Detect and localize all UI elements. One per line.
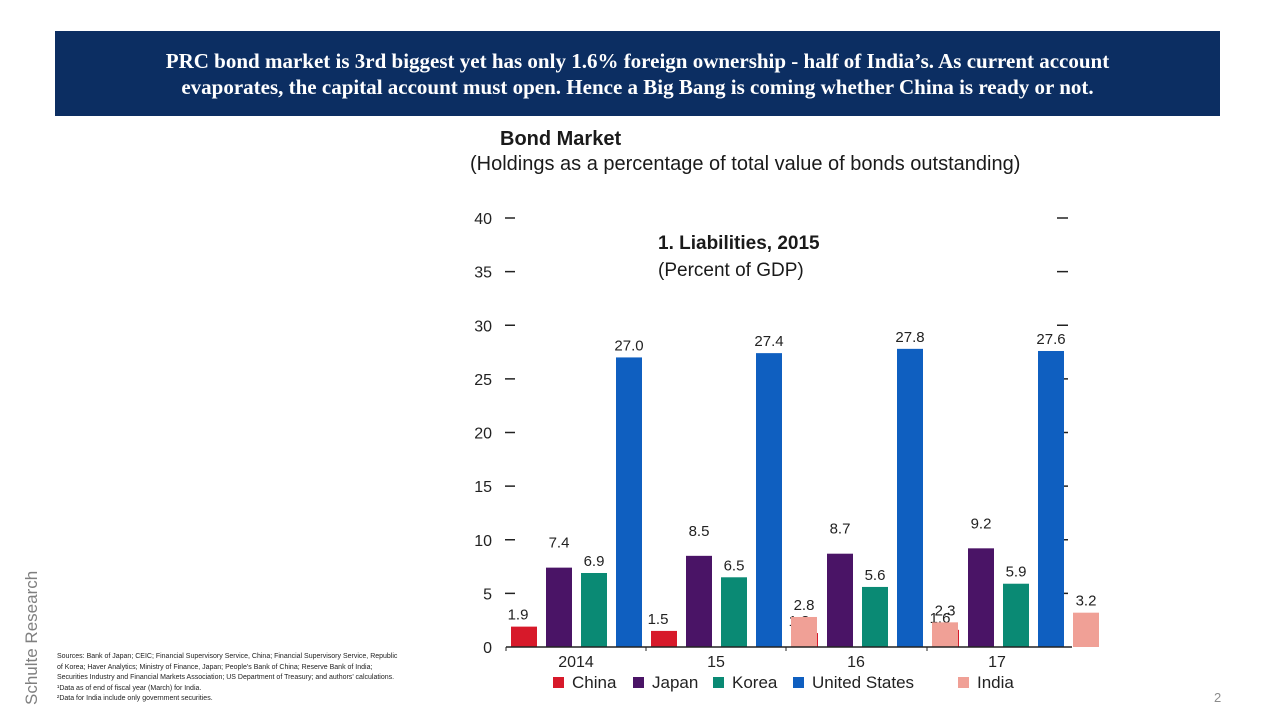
bar [546, 567, 572, 647]
sources-footnote: Sources: Bank of Japan; CEIC; Financial … [57, 652, 437, 705]
x-tick-label: 17 [988, 654, 1006, 671]
legend-swatch [553, 677, 564, 688]
bar [511, 626, 537, 647]
legend-swatch [793, 677, 804, 688]
data-label: 1.5 [648, 611, 669, 628]
headline-line-2: evaporates, the capital account must ope… [181, 74, 1094, 99]
data-label: 5.9 [1006, 564, 1027, 581]
data-label: 27.6 [1036, 331, 1065, 348]
bar [616, 357, 642, 647]
y-tick-label: 15 [474, 479, 492, 496]
bar [1073, 612, 1099, 647]
data-label: 2.8 [794, 597, 815, 614]
data-label: 3.2 [1076, 593, 1097, 610]
data-label: 8.7 [830, 521, 851, 538]
y-tick-label: 20 [474, 426, 492, 443]
data-label: 6.5 [724, 557, 745, 574]
headline-line-1: PRC bond market is 3rd biggest yet has o… [165, 48, 1110, 73]
bar [862, 586, 888, 647]
data-label: 1.9 [508, 607, 529, 624]
y-tick-label: 30 [474, 318, 492, 335]
bar [756, 353, 782, 647]
legend-label: Korea [732, 673, 778, 692]
page-number: 2 [1214, 690, 1222, 705]
footnote-line: ²Data for India include only government … [57, 695, 213, 702]
y-tick-label: 0 [483, 640, 492, 657]
bar [791, 616, 817, 647]
x-tick-label: 15 [707, 654, 725, 671]
chart-title: Bond Market [500, 128, 622, 150]
headline-banner: PRC bond market is 3rd biggest yet has o… [55, 31, 1220, 116]
brand-side-label: Schulte Research [22, 570, 41, 705]
bar [721, 577, 747, 647]
panel-title: 1. Liabilities, 2015 [658, 233, 820, 254]
x-tick-label: 16 [847, 654, 865, 671]
data-label: 9.2 [971, 515, 992, 532]
sources-line: Securities Industry and Financial Market… [57, 674, 395, 681]
data-label: 27.4 [754, 333, 783, 350]
data-label: 27.8 [895, 329, 924, 346]
bar [651, 630, 677, 647]
data-label: 27.0 [614, 337, 643, 354]
bar [827, 553, 853, 647]
data-label: 7.4 [549, 535, 570, 552]
data-label: 5.6 [865, 567, 886, 584]
legend-swatch [713, 677, 724, 688]
data-label: 2.3 [935, 602, 956, 619]
legend-label: China [572, 673, 617, 692]
data-label: 8.5 [689, 523, 710, 540]
y-tick-label: 25 [474, 372, 492, 389]
legend-label: India [977, 673, 1014, 692]
legend-swatch [958, 677, 969, 688]
sources-line: of Korea; Haver Analytics; Ministry of F… [57, 663, 373, 671]
legend-label: Japan [652, 673, 698, 692]
bar [897, 348, 923, 647]
footnote-line: ¹Data as of end of fiscal year (March) f… [57, 684, 202, 692]
data-label: 6.9 [584, 553, 605, 570]
panel-subtitle: (Percent of GDP) [658, 260, 804, 281]
legend-label: United States [812, 673, 914, 692]
y-tick-label: 35 [474, 265, 492, 282]
x-tick-label: 2014 [558, 654, 594, 671]
sources-line: Sources: Bank of Japan; CEIC; Financial … [57, 653, 398, 660]
bar [686, 555, 712, 647]
y-tick-label: 5 [483, 586, 492, 603]
bar [581, 572, 607, 647]
legend-swatch [633, 677, 644, 688]
bar [1038, 350, 1064, 647]
bar [968, 548, 994, 647]
bar [932, 622, 958, 647]
y-tick-label: 10 [474, 533, 492, 550]
bar [1003, 583, 1029, 647]
chart-subtitle: (Holdings as a percentage of total value… [470, 153, 1021, 175]
y-tick-label: 40 [474, 211, 492, 228]
